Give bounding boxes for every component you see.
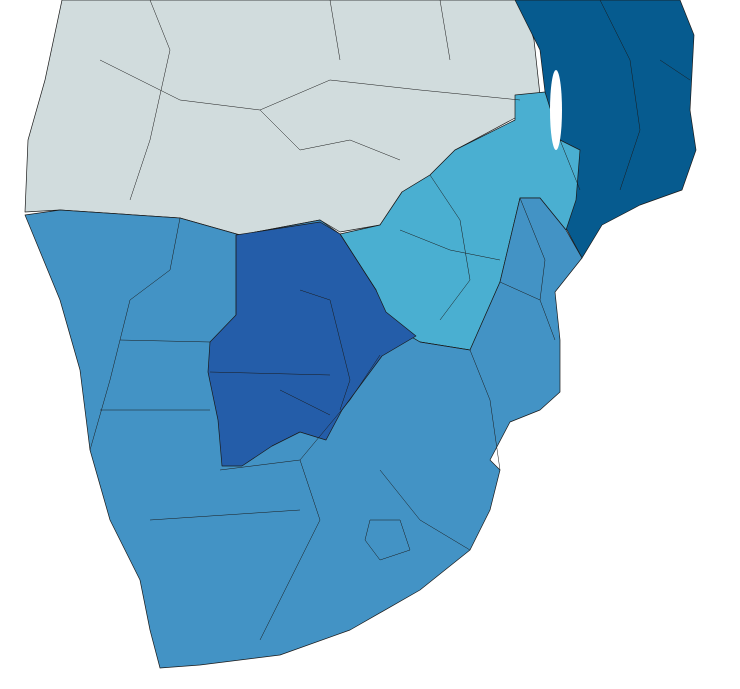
- lake-malawi: [550, 70, 562, 150]
- region-botswana[interactable]: [207, 221, 417, 467]
- region-no-data-north[interactable]: [24, 0, 541, 236]
- internal-borders: [89, 0, 691, 641]
